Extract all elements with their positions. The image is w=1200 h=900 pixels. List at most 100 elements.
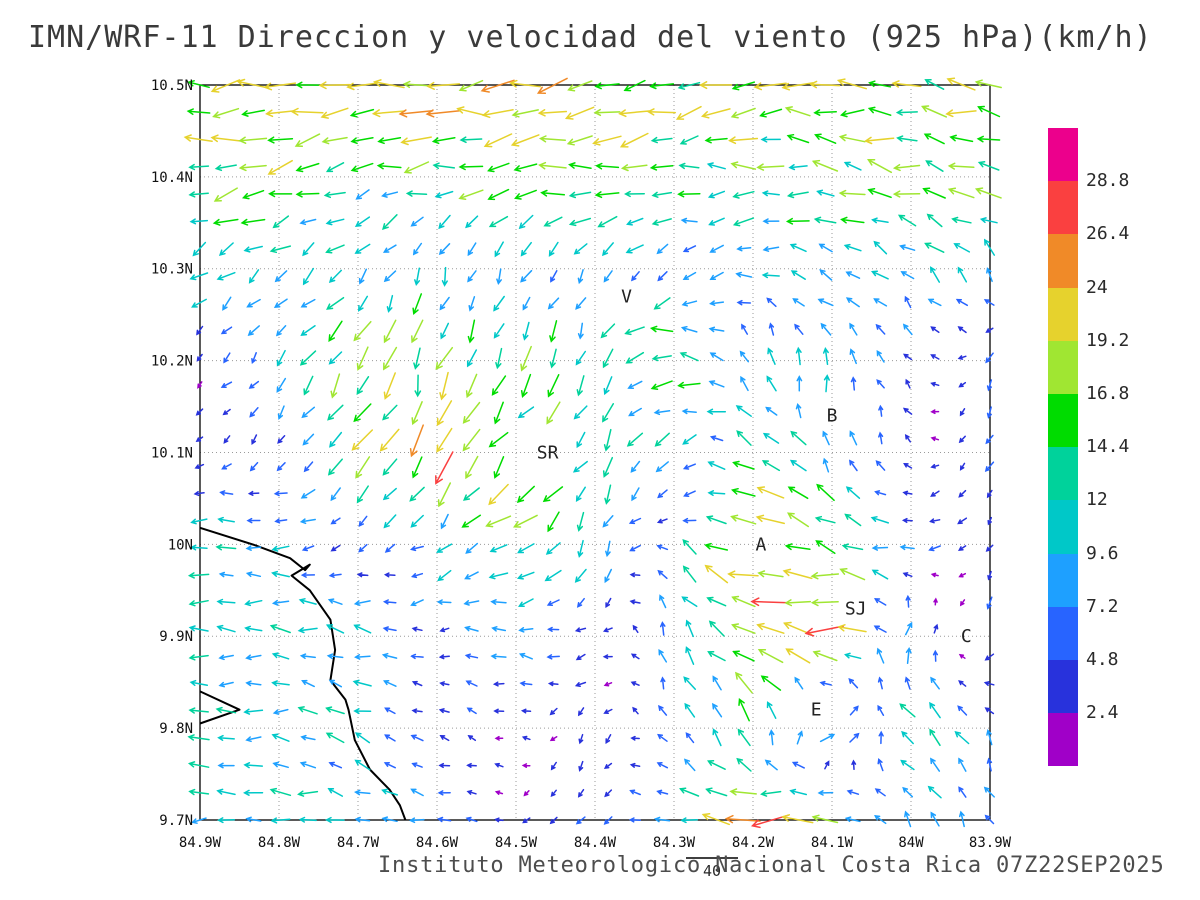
colorbar-segment bbox=[1048, 181, 1078, 235]
wind-arrow bbox=[519, 680, 533, 687]
wind-arrow bbox=[410, 599, 424, 607]
wind-arrow bbox=[272, 215, 290, 229]
wind-arrow bbox=[462, 401, 481, 424]
wind-arrow bbox=[681, 300, 698, 307]
wind-arrow bbox=[330, 517, 341, 525]
wind-arrow bbox=[458, 163, 484, 171]
wind-arrow bbox=[327, 787, 344, 797]
station-label: C bbox=[961, 626, 972, 647]
wind-arrow bbox=[984, 707, 995, 715]
wind-arrow bbox=[657, 569, 668, 580]
wind-arrow bbox=[297, 627, 318, 634]
wind-arrow bbox=[602, 654, 613, 660]
wind-arrow bbox=[573, 405, 588, 420]
wind-arrow bbox=[268, 190, 293, 198]
wind-arrow bbox=[251, 434, 258, 446]
wind-arrow bbox=[192, 241, 207, 257]
wind-arrow bbox=[902, 323, 913, 336]
wind-arrow bbox=[603, 376, 613, 396]
wind-arrow bbox=[436, 400, 453, 427]
wind-arrow bbox=[434, 190, 454, 199]
wind-arrow bbox=[300, 298, 316, 308]
wind-arrow bbox=[578, 760, 584, 772]
wind-arrow bbox=[602, 515, 614, 528]
wind-arrow bbox=[986, 406, 992, 419]
wind-arrow bbox=[735, 271, 753, 278]
wind-arrow bbox=[461, 514, 482, 528]
colorbar-segment bbox=[1048, 713, 1078, 767]
wind-arrow bbox=[766, 375, 777, 392]
wind-arrow bbox=[816, 189, 835, 197]
wind-arrow bbox=[600, 323, 616, 339]
wind-arrow bbox=[410, 653, 424, 660]
wind-arrow bbox=[295, 190, 320, 198]
wind-arrow bbox=[680, 325, 698, 333]
wind-arrow bbox=[215, 544, 237, 551]
wind-arrow bbox=[849, 430, 858, 446]
wind-arrow bbox=[493, 708, 505, 714]
wind-arrow bbox=[784, 599, 812, 607]
wind-arrow bbox=[709, 352, 724, 362]
wind-arrow bbox=[383, 270, 397, 283]
wind-arrow bbox=[984, 653, 995, 661]
colorbar-tick-label: 24 bbox=[1086, 276, 1108, 298]
wind-arrow bbox=[951, 216, 972, 224]
wind-arrow bbox=[271, 545, 290, 552]
wind-arrow bbox=[188, 707, 209, 714]
wind-arrow bbox=[730, 514, 757, 525]
colorbar-segment bbox=[1048, 447, 1078, 501]
wind-arrow bbox=[459, 136, 483, 144]
wind-arrow bbox=[223, 352, 231, 364]
wind-arrow bbox=[625, 351, 645, 364]
colorbar-segment bbox=[1048, 340, 1078, 394]
wind-arrow bbox=[488, 572, 509, 580]
wind-arrow bbox=[300, 572, 316, 578]
wind-arrow bbox=[781, 82, 814, 91]
wind-arrow bbox=[795, 346, 802, 366]
wind-arrow bbox=[299, 350, 317, 366]
wind-arrow bbox=[383, 346, 398, 371]
wind-arrow bbox=[814, 515, 836, 524]
wind-arrow bbox=[680, 217, 698, 224]
wind-arrow bbox=[326, 653, 344, 660]
wind-arrow bbox=[766, 701, 777, 719]
wind-arrow bbox=[494, 241, 504, 258]
wind-arrow bbox=[546, 599, 560, 607]
y-tick-label: 10.5N bbox=[151, 78, 193, 94]
wind-arrow bbox=[736, 430, 752, 446]
wind-arrow bbox=[927, 785, 942, 799]
wind-arrow bbox=[592, 135, 622, 146]
wind-arrow bbox=[409, 424, 424, 458]
wind-arrow bbox=[244, 625, 263, 632]
wind-arrow bbox=[414, 267, 421, 287]
wind-arrow bbox=[930, 463, 940, 469]
wind-arrow bbox=[704, 136, 728, 144]
wind-arrow bbox=[353, 708, 372, 715]
wind-arrow bbox=[957, 326, 967, 334]
wind-arrow bbox=[651, 354, 672, 362]
wind-arrow bbox=[844, 652, 862, 660]
wind-arrow bbox=[930, 381, 940, 387]
wind-arrow bbox=[947, 187, 975, 199]
wind-arrow bbox=[959, 462, 966, 471]
wind-arrow bbox=[300, 734, 316, 741]
wind-arrow bbox=[680, 817, 699, 824]
wind-arrow bbox=[496, 268, 502, 286]
wind-arrow bbox=[576, 375, 585, 397]
wind-arrow bbox=[877, 758, 884, 772]
wind-arrow bbox=[902, 572, 913, 578]
colorbar-tick-label: 26.4 bbox=[1086, 223, 1130, 245]
wind-arrow bbox=[905, 594, 911, 608]
wind-arrow bbox=[267, 159, 293, 175]
colorbar-segment bbox=[1048, 234, 1078, 288]
wind-arrow bbox=[958, 435, 966, 444]
colorbar-segment bbox=[1048, 659, 1078, 714]
wind-arrow bbox=[624, 326, 645, 336]
wind-arrow bbox=[685, 619, 694, 638]
wind-arrow bbox=[325, 624, 345, 634]
wind-arrow bbox=[682, 271, 697, 280]
wind-arrow bbox=[218, 654, 234, 661]
wind-arrow bbox=[736, 299, 752, 306]
